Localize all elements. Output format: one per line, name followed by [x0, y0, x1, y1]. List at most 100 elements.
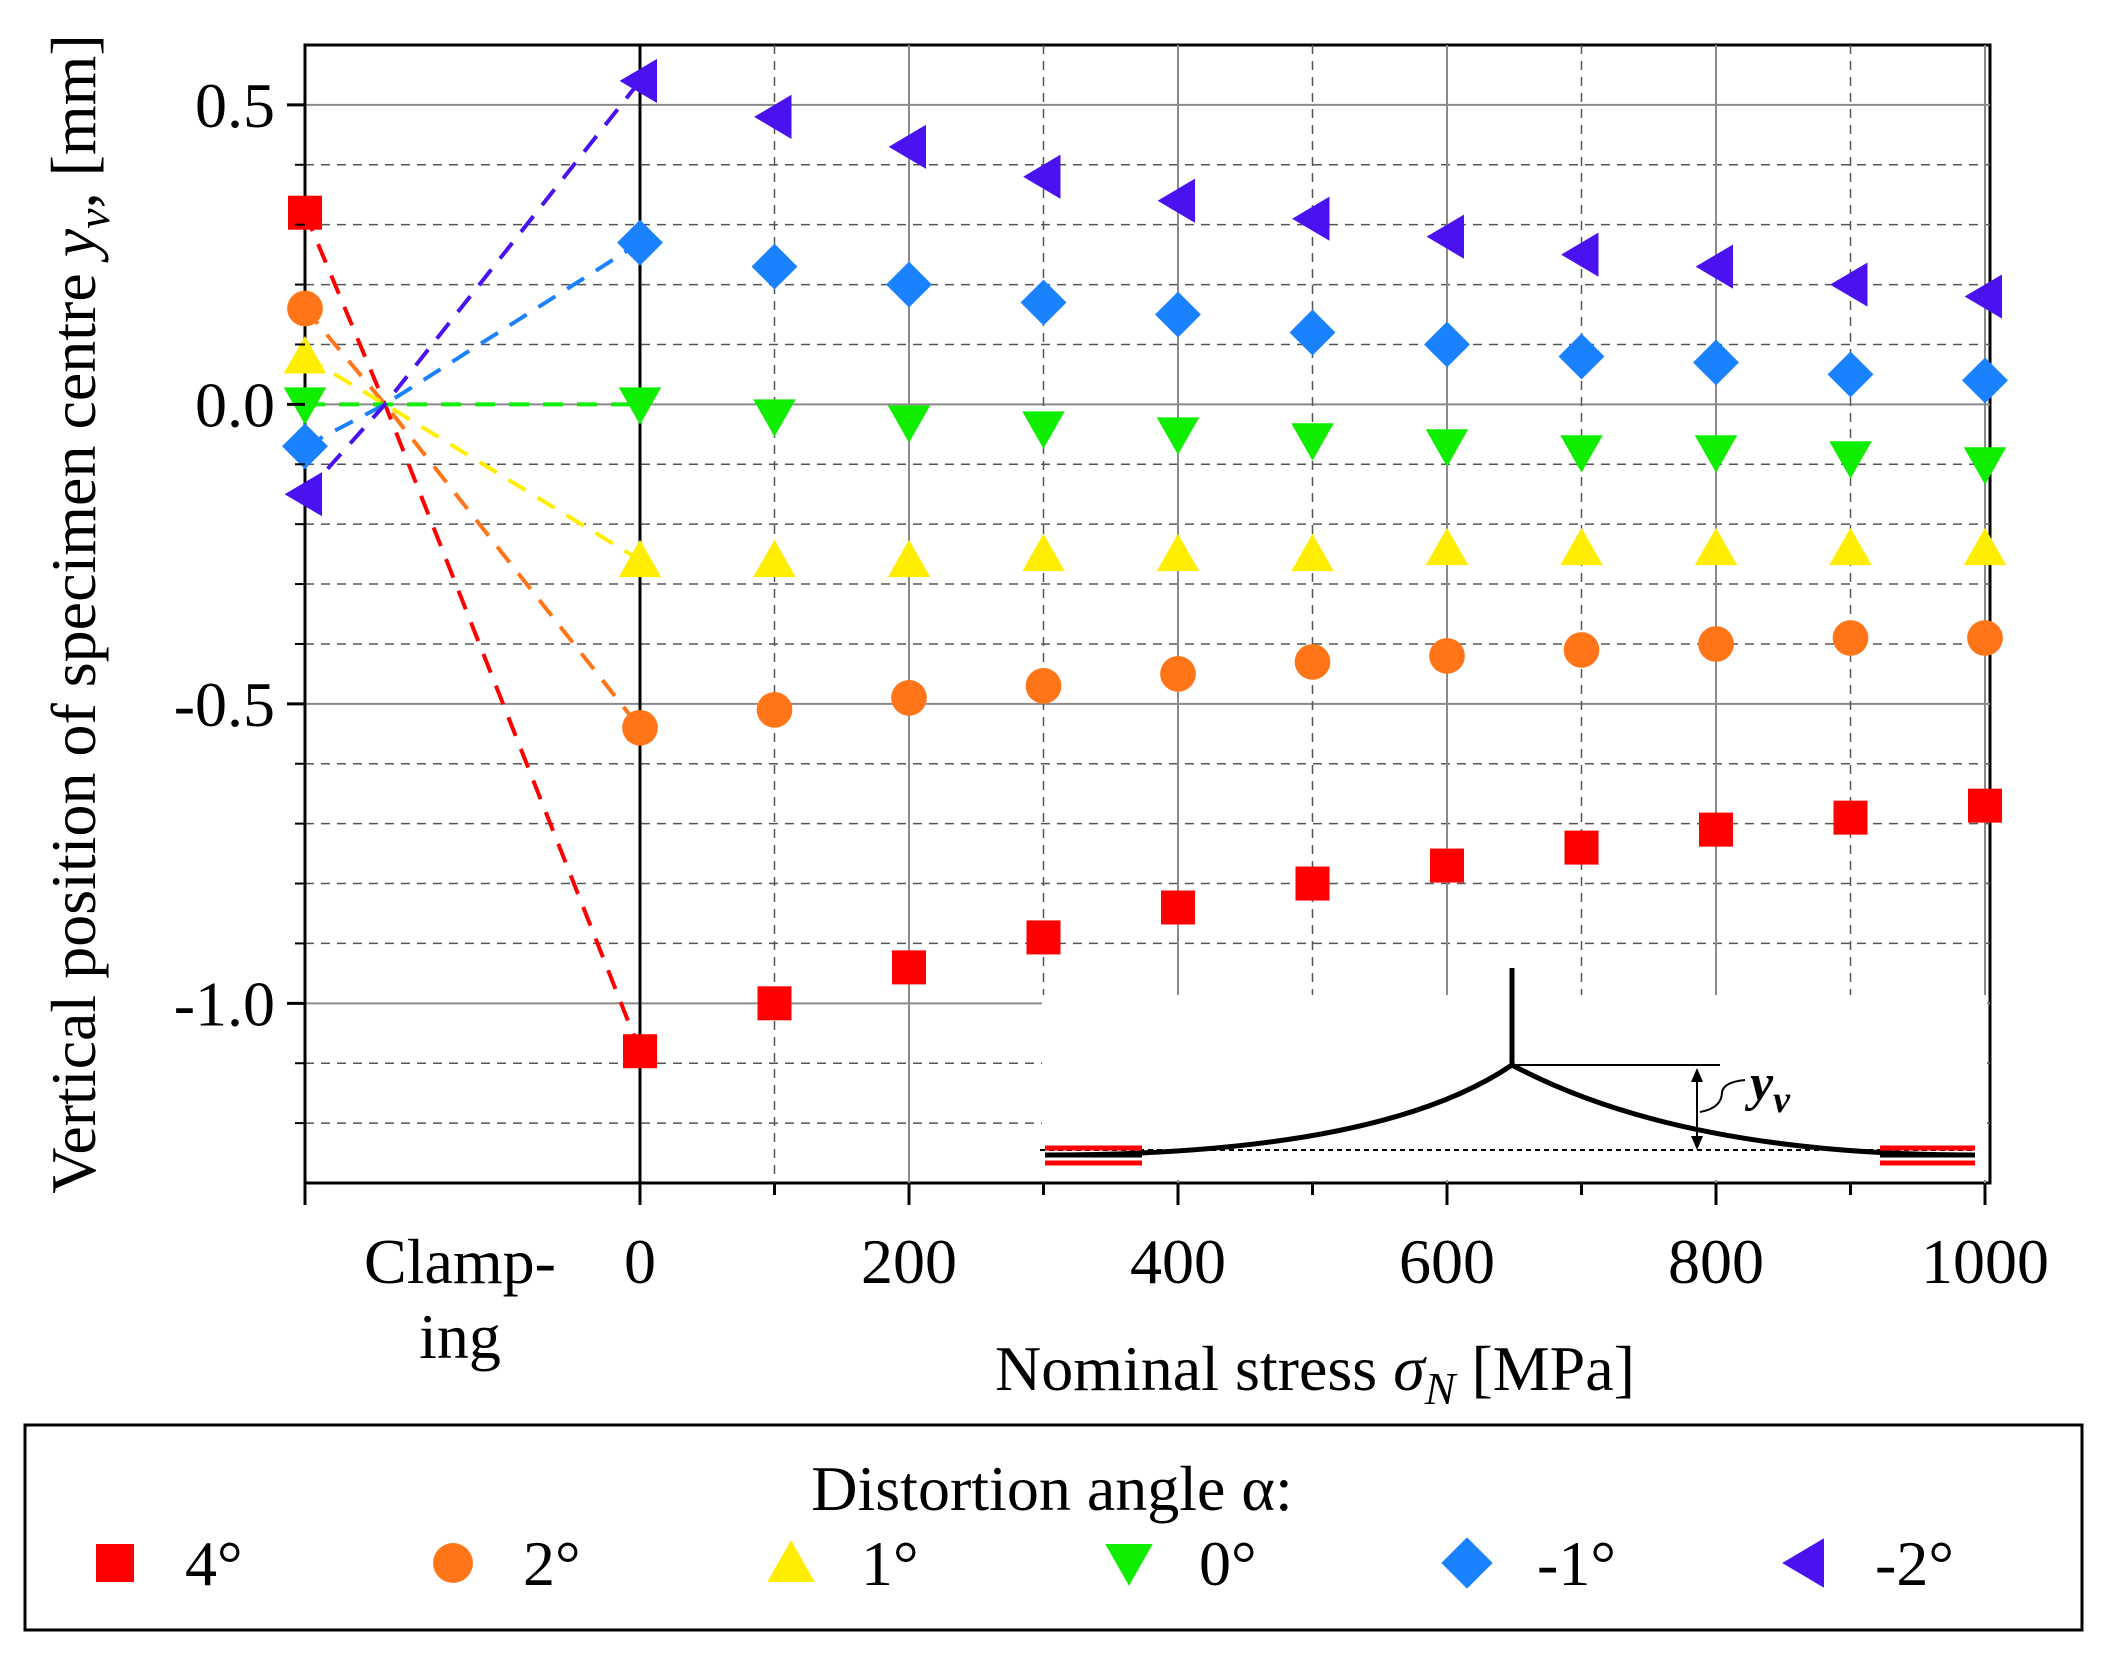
marker-0°: [1963, 447, 2007, 485]
marker-2°: [1025, 668, 1062, 704]
marker-1°: [1963, 527, 2007, 566]
marker-1°: [1425, 527, 1469, 566]
marker-4°: [1430, 848, 1464, 883]
legend-label--1°: -1°: [1537, 1528, 1616, 1599]
legend-box: [23, 1423, 2084, 1632]
clamping-label-line2: ing: [419, 1301, 501, 1372]
y-tick-label: -1.0: [174, 968, 275, 1039]
marker-4°: [623, 1034, 657, 1069]
marker--2°: [888, 124, 926, 169]
marker--1°: [1289, 309, 1336, 356]
marker--2°: [1695, 244, 1733, 289]
legend-label-0°: 0°: [1199, 1528, 1257, 1599]
marker-0°: [1291, 423, 1334, 461]
legend-items: 4° 2° 1° 0° -1° -2°: [96, 1528, 1954, 1599]
marker-0°: [1694, 435, 1738, 473]
marker-4°: [1295, 866, 1330, 901]
data-markers: [282, 58, 2008, 1069]
x-axis-title: Nominal stress σN [MPa]: [995, 1333, 1635, 1414]
marker-4°: [1968, 788, 2002, 823]
marker-clamp--2°: [284, 472, 322, 517]
marker-0°: [618, 387, 662, 425]
marker-4°: [1699, 812, 1733, 847]
legend-marker-1°: [767, 1540, 815, 1582]
legend-marker-0°: [1105, 1544, 1153, 1586]
marker-2°: [1698, 626, 1734, 662]
marker-0°: [1156, 417, 1200, 455]
marker-clamp--1°: [282, 423, 328, 470]
marker--2°: [754, 94, 792, 139]
inset-yv-leader: [1699, 1079, 1746, 1113]
marker--1°: [1558, 333, 1605, 380]
marker-0°: [753, 399, 796, 437]
marker-4°: [1564, 830, 1599, 865]
marker--1°: [1424, 321, 1470, 368]
marker--2°: [619, 58, 657, 104]
legend-marker-4°: [96, 1544, 134, 1582]
marker-4°: [1833, 800, 1868, 835]
legend-label-2°: 2°: [523, 1528, 581, 1599]
axes: 0.5 0.0 -0.5 -1.0 0 200 400 600 800 1000: [174, 70, 2049, 1297]
marker-1°: [1694, 527, 1738, 566]
marker-1°: [1291, 533, 1334, 572]
marker-1°: [1829, 527, 1872, 566]
x-tick-label: 200: [861, 1226, 957, 1297]
x-tick-label: 0: [624, 1226, 656, 1297]
marker--1°: [1827, 351, 1874, 398]
marker-0°: [1425, 429, 1469, 467]
marker-0°: [887, 405, 931, 443]
marker-clamp-1°: [283, 336, 327, 374]
legend-marker-2°: [433, 1543, 473, 1583]
marker--2°: [1292, 196, 1330, 241]
marker-1°: [887, 539, 931, 578]
marker-1°: [1022, 533, 1065, 572]
x-tick-label: 1000: [1921, 1226, 2049, 1297]
y-tick-label: 0.0: [195, 369, 275, 440]
marker--2°: [1561, 232, 1599, 277]
marker--1°: [751, 243, 798, 290]
marker-clamp-0°: [283, 387, 327, 425]
clamping-dash-lines: [303, 79, 642, 1052]
y-tick-label: -0.5: [174, 669, 275, 740]
marker-4°: [1026, 920, 1061, 955]
dash-line--2°: [303, 79, 642, 496]
marker-2°: [1294, 644, 1331, 680]
marker--1°: [1020, 279, 1067, 326]
plot-frame: [303, 43, 1992, 1185]
marker--1°: [1962, 357, 2008, 404]
marker--1°: [1155, 291, 1201, 338]
x-tick-label: 600: [1399, 1226, 1495, 1297]
marker-2°: [1967, 620, 2003, 656]
marker--1°: [886, 261, 932, 308]
marker-1°: [753, 539, 796, 578]
y-tick-label: 0.5: [195, 70, 275, 141]
legend-title: Distortion angle α:: [811, 1453, 1292, 1524]
inset-yv-arrowhead-top: [1691, 1068, 1703, 1082]
legend-label-4°: 4°: [185, 1528, 243, 1599]
x-tick-label: 400: [1130, 1226, 1226, 1297]
marker-0°: [1560, 435, 1603, 473]
marker-2°: [1160, 656, 1196, 692]
marker--2°: [1426, 214, 1464, 259]
legend-marker--2°: [1782, 1538, 1824, 1588]
dash-line-2°: [303, 307, 642, 730]
marker-0°: [1022, 411, 1065, 449]
marker-4°: [757, 986, 792, 1021]
marker-1°: [1156, 533, 1200, 572]
dash-line--1°: [304, 240, 642, 449]
marker-2°: [1563, 632, 1600, 668]
marker--2°: [1830, 262, 1868, 307]
legend-marker--1°: [1441, 1537, 1493, 1589]
marker-2°: [1429, 638, 1465, 674]
marker-1°: [618, 539, 662, 578]
marker-clamp-2°: [287, 290, 323, 327]
marker-2°: [1832, 620, 1869, 656]
marker-4°: [892, 950, 926, 985]
marker--2°: [1023, 154, 1061, 199]
legend-label--2°: -2°: [1875, 1528, 1954, 1599]
marker--1°: [617, 219, 663, 266]
clamping-label-line1: Clamp-: [364, 1226, 556, 1297]
marker-2°: [756, 691, 793, 728]
marker--2°: [1157, 178, 1195, 223]
